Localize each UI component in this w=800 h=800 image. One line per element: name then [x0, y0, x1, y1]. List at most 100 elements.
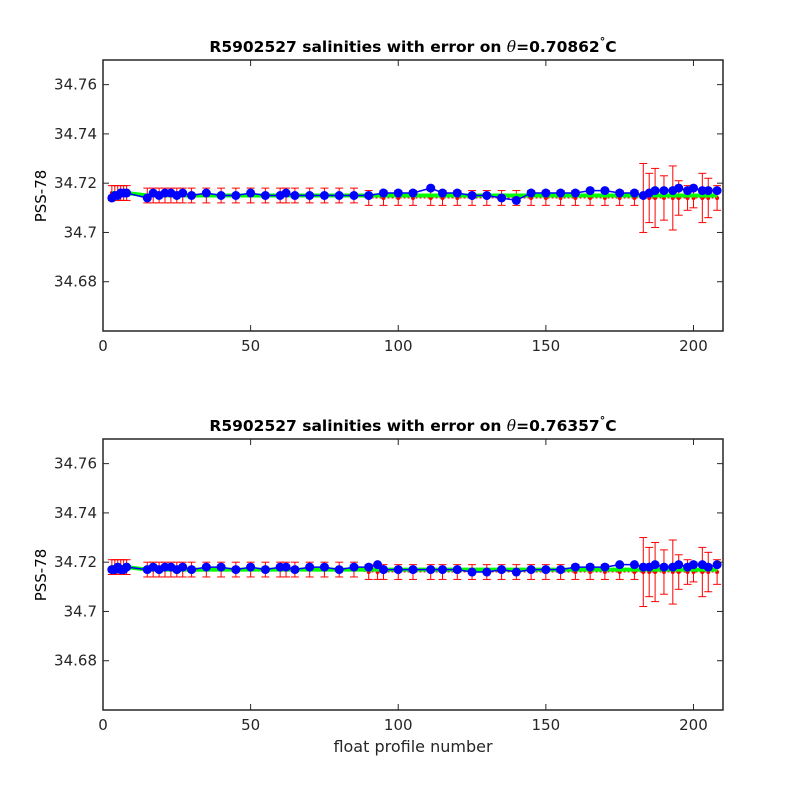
float-salinity-point	[319, 191, 329, 200]
float-salinity-point	[393, 565, 403, 575]
chart-title: R5902527 salinities with error on θ=0.70…	[209, 35, 616, 56]
float-salinity-point	[246, 562, 256, 572]
float-salinity-point	[452, 188, 462, 198]
float-salinity-point	[426, 565, 436, 575]
float-salinity-point	[231, 565, 241, 575]
x-tick-label: 100	[384, 716, 413, 734]
plot-area	[107, 537, 722, 608]
float-salinity-point	[260, 191, 270, 200]
float-salinity-point	[305, 562, 315, 572]
float-salinity-point	[511, 195, 521, 205]
y-tick-label: 34.74	[54, 125, 97, 143]
x-axis-label: float profile number	[333, 737, 493, 756]
x-tick-label: 200	[679, 716, 708, 734]
float-salinity-point	[246, 188, 256, 198]
float-salinity-point	[650, 560, 660, 570]
float-salinity-point	[178, 562, 188, 572]
float-salinity-point	[364, 562, 374, 572]
float-salinity-point	[650, 186, 660, 196]
float-salinity-point	[712, 186, 722, 196]
float-salinity-point	[511, 567, 521, 577]
float-salinity-point	[122, 562, 132, 572]
float-salinity-point	[570, 562, 580, 572]
plot-area	[107, 162, 722, 233]
float-salinity-point	[452, 565, 462, 575]
chart-title: R5902527 salinities with error on θ=0.76…	[209, 414, 616, 435]
float-salinity-point	[281, 562, 291, 572]
y-tick-label: 34.72	[54, 553, 97, 571]
float-salinity-point	[408, 188, 418, 198]
float-salinity-point	[201, 188, 211, 198]
float-salinity-point	[703, 562, 713, 572]
float-salinity-point	[187, 565, 197, 575]
float-salinity-point	[600, 562, 610, 572]
float-salinity-point	[526, 188, 536, 198]
float-salinity-point	[305, 191, 315, 200]
x-tick-label: 50	[241, 337, 260, 355]
float-salinity-point	[497, 565, 507, 575]
float-salinity-point	[482, 567, 492, 577]
float-salinity-point	[187, 191, 197, 200]
float-salinity-point	[290, 565, 300, 575]
y-tick-label: 34.74	[54, 504, 97, 522]
y-axis-label: PSS-78	[32, 549, 50, 602]
float-salinity-point	[659, 562, 669, 572]
y-tick-label: 34.7	[64, 223, 97, 241]
y-axis-label: PSS-78	[32, 170, 50, 223]
float-salinity-point	[629, 188, 639, 198]
float-salinity-point	[349, 562, 359, 572]
float-salinity-point	[674, 183, 684, 193]
float-salinity-point	[216, 562, 226, 572]
float-salinity-point	[260, 565, 270, 575]
float-salinity-point	[482, 191, 492, 200]
float-salinity-point	[629, 560, 639, 570]
plot-frame	[102, 59, 724, 332]
axes: 0 50 100 150 200 34.68 34.7 34.72 34.74 34.76	[54, 60, 723, 355]
float-salinity-point	[349, 191, 359, 200]
float-salinity-point	[703, 186, 713, 196]
float-salinity-point	[585, 562, 595, 572]
float-salinity-point	[674, 560, 684, 570]
float-salinity-point	[334, 565, 344, 575]
float-salinity-point	[556, 565, 566, 575]
plot-frame	[102, 438, 724, 711]
x-tick-label: 0	[98, 337, 108, 355]
x-tick-label: 100	[384, 337, 413, 355]
x-tick-label: 150	[532, 716, 561, 734]
float-salinity-point	[688, 560, 698, 570]
float-salinity-point	[467, 567, 477, 577]
x-tick-label: 150	[532, 337, 561, 355]
x-tick-label: 200	[679, 337, 708, 355]
float-salinity-point	[438, 565, 448, 575]
y-tick-label: 34.68	[54, 273, 97, 291]
float-salinity-point	[281, 188, 291, 198]
float-salinity-point	[541, 565, 551, 575]
float-salinity-point	[556, 188, 566, 198]
float-salinity-point	[712, 560, 722, 570]
float-salinity-point	[290, 191, 300, 200]
chart-top: R5902527 salinities with error on θ=0.70…	[32, 35, 724, 355]
float-salinity-point	[615, 188, 625, 198]
axes: 0 50 100 150 200 34.68 34.7 34.72 34.74 34.76	[54, 439, 723, 734]
float-salinity-point	[393, 188, 403, 198]
float-salinity-point	[142, 193, 152, 203]
y-tick-label: 34.7	[64, 602, 97, 620]
y-tick-label: 34.68	[54, 652, 97, 670]
float-salinity-point	[541, 188, 551, 198]
float-salinity-point	[467, 191, 477, 200]
y-tick-label: 34.76	[54, 76, 97, 94]
float-salinity-point	[378, 188, 388, 198]
float-salinity-point	[122, 188, 132, 198]
float-salinity-point	[585, 186, 595, 196]
float-salinity-point	[319, 562, 329, 572]
y-tick-label: 34.76	[54, 455, 97, 473]
float-salinity-point	[600, 186, 610, 196]
float-salinity-point	[231, 191, 241, 200]
float-salinity-point	[688, 183, 698, 193]
float-salinity-point	[659, 186, 669, 196]
y-tick-label: 34.72	[54, 174, 97, 192]
float-salinity-point	[216, 191, 226, 200]
float-salinity-point	[373, 560, 383, 570]
x-tick-label: 0	[98, 716, 108, 734]
float-salinity-point	[526, 565, 536, 575]
